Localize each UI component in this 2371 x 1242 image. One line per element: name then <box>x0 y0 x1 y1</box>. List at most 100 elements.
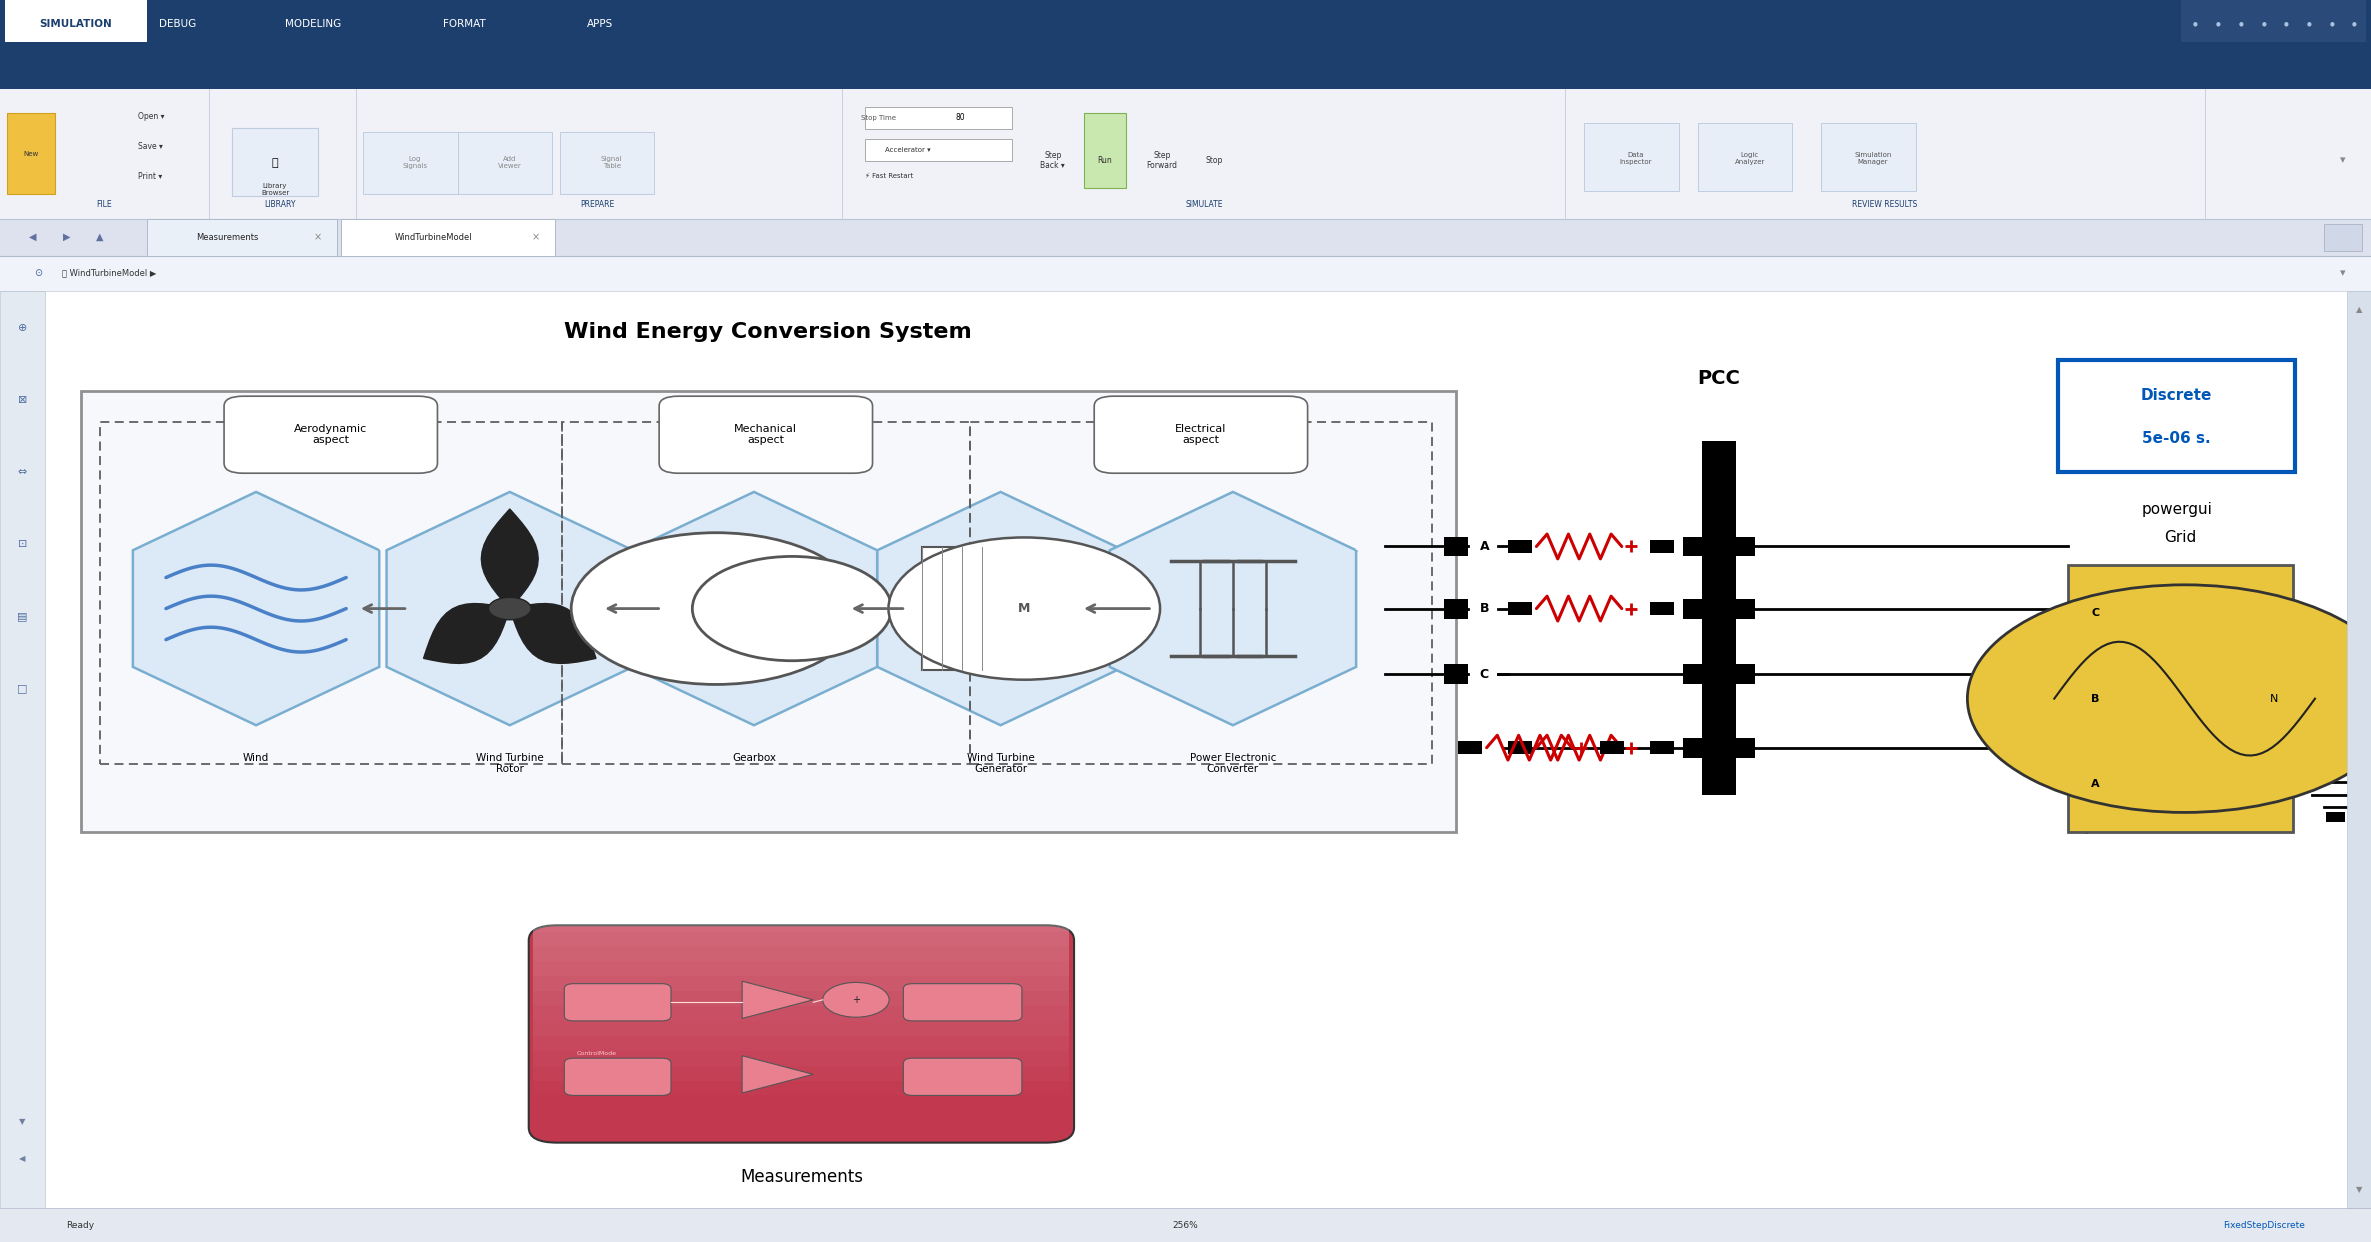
Text: ◀: ◀ <box>19 1154 26 1164</box>
FancyBboxPatch shape <box>1444 537 1468 556</box>
Polygon shape <box>481 509 538 609</box>
Text: 5e-06 s.: 5e-06 s. <box>2143 431 2210 446</box>
FancyBboxPatch shape <box>1683 738 1707 758</box>
FancyBboxPatch shape <box>2181 0 2366 42</box>
Text: Save ▾: Save ▾ <box>138 142 161 152</box>
FancyBboxPatch shape <box>81 391 1456 832</box>
FancyBboxPatch shape <box>1584 123 1679 191</box>
Text: +: + <box>851 995 861 1005</box>
Text: Logic
Analyzer: Logic Analyzer <box>1736 153 1764 165</box>
Text: Data
Inspector: Data Inspector <box>1619 153 1653 165</box>
Text: ⊠: ⊠ <box>19 395 26 405</box>
FancyBboxPatch shape <box>529 925 1074 1143</box>
FancyBboxPatch shape <box>560 132 654 194</box>
Text: APPS: APPS <box>586 19 614 29</box>
Text: ●: ● <box>2262 21 2267 26</box>
Text: WindTurbineModel: WindTurbineModel <box>396 232 472 242</box>
Circle shape <box>692 556 891 661</box>
Text: ControlMode: ControlMode <box>576 1051 616 1056</box>
FancyBboxPatch shape <box>533 961 1069 976</box>
Text: 256%: 256% <box>1174 1221 1197 1230</box>
Text: Measurements: Measurements <box>197 232 258 242</box>
Text: ◀: ◀ <box>28 232 38 242</box>
FancyBboxPatch shape <box>1508 602 1532 615</box>
Text: ⇔: ⇔ <box>19 467 26 477</box>
Polygon shape <box>510 604 595 663</box>
Text: ⊡: ⊡ <box>19 539 26 549</box>
Text: Step
Forward: Step Forward <box>1145 150 1178 170</box>
FancyBboxPatch shape <box>147 219 337 256</box>
Text: DEBUG: DEBUG <box>159 19 197 29</box>
Text: Add
Viewer: Add Viewer <box>498 156 522 169</box>
Text: ⚡ Fast Restart: ⚡ Fast Restart <box>865 174 913 179</box>
FancyBboxPatch shape <box>1650 540 1674 553</box>
Text: □: □ <box>17 683 28 693</box>
Text: ▼: ▼ <box>19 1117 26 1126</box>
Text: ▾: ▾ <box>2340 268 2345 278</box>
Text: SIMULATE: SIMULATE <box>1186 200 1223 209</box>
Text: ●: ● <box>2307 21 2312 26</box>
FancyBboxPatch shape <box>533 1006 1069 1021</box>
FancyBboxPatch shape <box>1683 664 1707 684</box>
FancyBboxPatch shape <box>1731 664 1755 684</box>
Text: ▲: ▲ <box>2357 304 2362 314</box>
Text: A: A <box>2091 779 2101 789</box>
FancyBboxPatch shape <box>903 1058 1022 1095</box>
Text: Run: Run <box>1098 155 1112 165</box>
Polygon shape <box>877 492 1124 725</box>
FancyBboxPatch shape <box>903 984 1022 1021</box>
FancyBboxPatch shape <box>1698 123 1792 191</box>
Text: Aerodynamic
aspect: Aerodynamic aspect <box>294 424 368 446</box>
Text: MODELING: MODELING <box>285 19 341 29</box>
FancyBboxPatch shape <box>1444 664 1468 684</box>
Circle shape <box>1968 585 2371 812</box>
FancyBboxPatch shape <box>2068 565 2293 832</box>
FancyBboxPatch shape <box>363 132 458 194</box>
FancyBboxPatch shape <box>0 291 45 1208</box>
FancyBboxPatch shape <box>2324 224 2362 251</box>
FancyBboxPatch shape <box>0 256 2371 291</box>
Text: ▤: ▤ <box>17 611 28 621</box>
Text: powergui: powergui <box>2141 502 2212 517</box>
Text: ●: ● <box>2352 21 2357 26</box>
Text: Open ▾: Open ▾ <box>138 112 164 122</box>
FancyBboxPatch shape <box>1650 602 1674 615</box>
FancyBboxPatch shape <box>533 1021 1069 1036</box>
Polygon shape <box>742 1056 813 1093</box>
FancyBboxPatch shape <box>2058 360 2295 472</box>
FancyBboxPatch shape <box>1702 441 1736 795</box>
Polygon shape <box>742 981 813 1018</box>
Text: Stop Time: Stop Time <box>861 116 896 120</box>
Text: Library
Browser: Library Browser <box>261 184 289 196</box>
FancyBboxPatch shape <box>0 89 2371 219</box>
Text: ▾: ▾ <box>2340 155 2345 165</box>
Text: ●: ● <box>2217 21 2222 26</box>
FancyBboxPatch shape <box>225 396 436 473</box>
FancyBboxPatch shape <box>533 1036 1069 1051</box>
Polygon shape <box>1110 492 1356 725</box>
Text: B: B <box>2091 693 2101 704</box>
Text: Electrical
aspect: Electrical aspect <box>1176 424 1226 446</box>
Text: Grid: Grid <box>2165 530 2196 545</box>
Circle shape <box>571 533 861 684</box>
Text: New: New <box>24 152 38 156</box>
FancyBboxPatch shape <box>1650 741 1674 754</box>
Text: Print ▾: Print ▾ <box>138 171 161 181</box>
FancyBboxPatch shape <box>659 396 873 473</box>
FancyBboxPatch shape <box>533 991 1069 1006</box>
FancyBboxPatch shape <box>0 219 2371 256</box>
FancyBboxPatch shape <box>2326 812 2345 822</box>
Text: Simulation
Manager: Simulation Manager <box>1854 153 1892 165</box>
Text: ●: ● <box>2328 21 2333 26</box>
Text: Mechanical
aspect: Mechanical aspect <box>735 424 797 446</box>
Text: Wind: Wind <box>242 753 270 763</box>
FancyBboxPatch shape <box>1508 741 1532 754</box>
FancyBboxPatch shape <box>1600 741 1624 754</box>
Text: PCC: PCC <box>1698 369 1740 389</box>
FancyBboxPatch shape <box>1731 599 1755 619</box>
FancyBboxPatch shape <box>0 0 2371 89</box>
Text: ×: × <box>531 232 541 242</box>
FancyBboxPatch shape <box>341 219 555 256</box>
Text: Gearbox: Gearbox <box>733 753 775 763</box>
Text: Signal
Table: Signal Table <box>600 156 624 169</box>
